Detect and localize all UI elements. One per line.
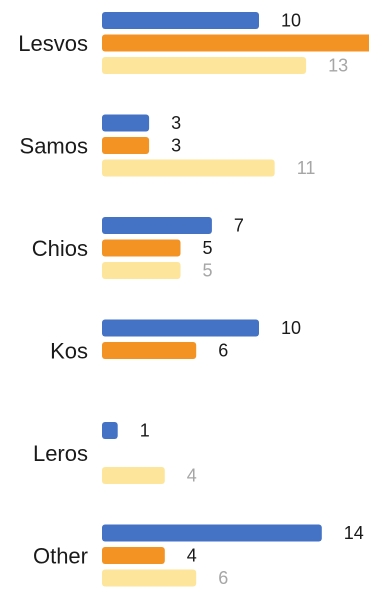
value-label-chios-series-3: 5 [203,261,213,281]
category-label-chios: Chios [32,236,88,261]
category-label-lesvos: Lesvos [18,31,88,56]
value-label-other-series-2: 4 [187,546,197,566]
bar-other-series-2 [102,547,165,564]
value-label-leros-series-3: 4 [187,466,197,486]
bar-other-series-1 [102,524,322,542]
value-label-samos-series-3: 11 [297,158,316,178]
bar-kos-series-1 [102,319,259,337]
value-label-kos-series-2: 6 [218,341,228,361]
category-label-samos: Samos [20,134,88,159]
bar-chios-series-3 [102,262,181,279]
bar-lesvos-series-2 [102,34,369,52]
bar-lesvos-series-3 [102,57,307,74]
bar-chios-series-2 [102,239,181,257]
category-label-kos: Kos [50,339,88,364]
bar-chios-series-1 [102,217,212,234]
value-label-leros-series-1: 1 [140,421,150,441]
value-label-other-series-1: 14 [344,523,364,543]
value-label-lesvos-series-1: 10 [281,11,301,31]
bar-samos-series-3 [102,159,275,177]
value-label-lesvos-series-3: 13 [328,56,348,76]
bar-kos-series-2 [102,342,197,359]
bar-leros-series-1 [102,422,118,439]
bar-samos-series-2 [102,137,150,154]
value-label-chios-series-2: 5 [203,238,213,258]
value-label-chios-series-1: 7 [234,216,244,236]
bar-leros-series-3 [102,467,165,484]
category-label-other: Other [33,544,88,569]
value-label-kos-series-1: 10 [281,318,301,338]
bar-samos-series-1 [102,114,150,132]
category-label-leros: Leros [33,441,88,466]
value-label-samos-series-1: 3 [171,113,181,133]
value-label-other-series-3: 6 [218,568,228,588]
bar-lesvos-series-1 [102,12,259,29]
value-label-samos-series-2: 3 [171,136,181,156]
bar-other-series-3 [102,569,197,587]
